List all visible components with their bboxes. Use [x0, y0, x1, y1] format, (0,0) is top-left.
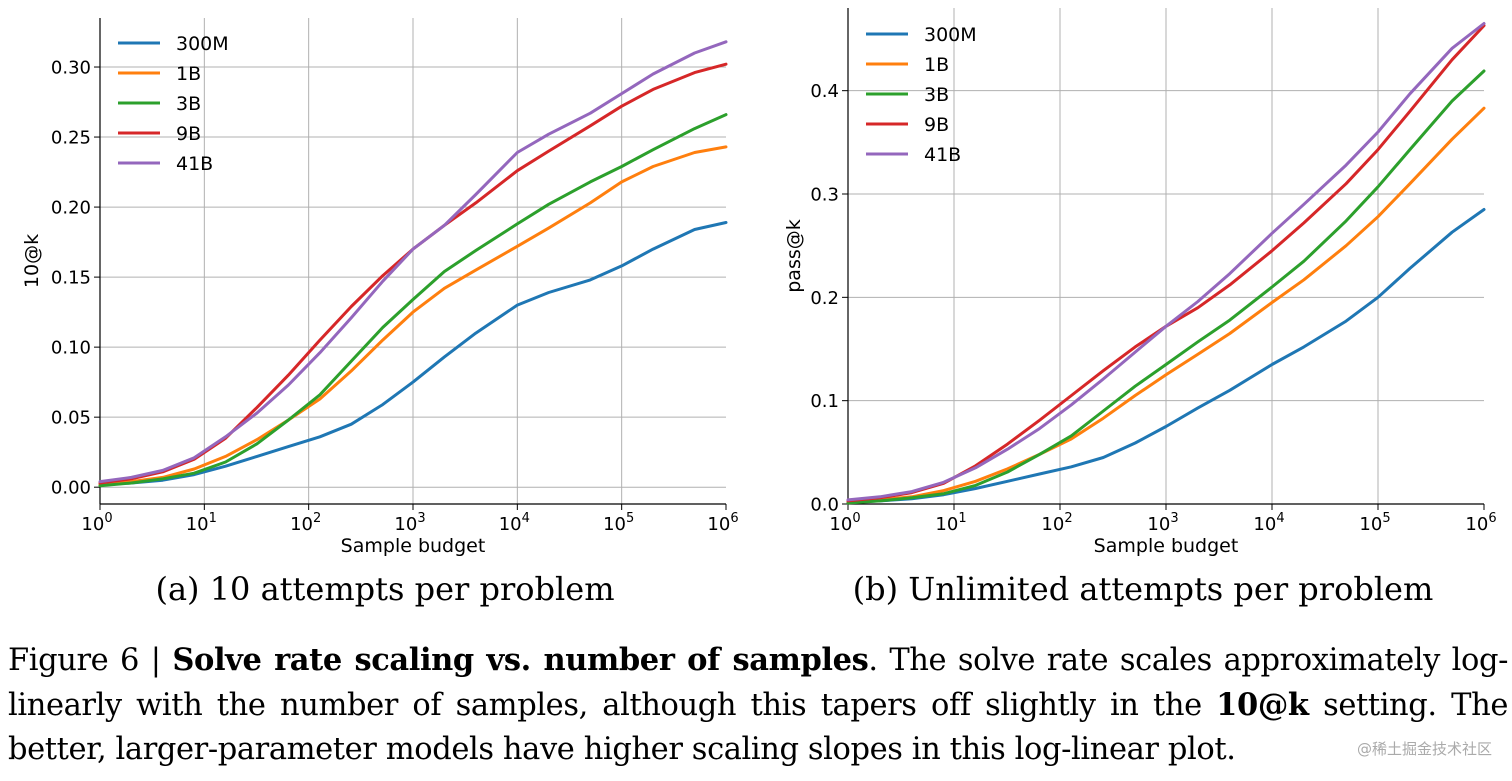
chart-b-x-tick-exponent: 5 — [1382, 511, 1390, 526]
chart-a-x-tick-exponent: 6 — [730, 511, 738, 526]
chart-a-x-tick-exponent: 4 — [522, 511, 530, 526]
chart-a-series-1b-line — [98, 145, 728, 486]
chart-b-subcaption: (b) Unlimited attempts per problem — [853, 570, 1434, 608]
chart-b-legend-label-300m: 300M — [924, 24, 977, 46]
chart-a-series-3b-line — [98, 113, 728, 488]
chart-b-y-tick-label: 0.2 — [810, 288, 839, 309]
chart-a-y-tick-label: 0.25 — [51, 128, 91, 149]
chart-b-group: 100 101 102 103 104 105 1060.00.10.20.30.4300M… — [783, 8, 1497, 608]
chart-a-subcaption: (a) 10 attempts per problem — [155, 570, 614, 608]
chart-a-series-41b-line — [98, 40, 728, 484]
chart-a-x-tick-label: 105 — [603, 511, 634, 535]
chart-b-x-tick-exponent: 2 — [1064, 511, 1072, 526]
caption-bold-title: Solve rate scaling vs. number of samples — [172, 642, 869, 678]
chart-a-x-tick-label: 102 — [290, 511, 321, 535]
chart-a-x-axis-label: Sample budget — [341, 535, 486, 557]
chart-a-y-axis-label: 10@k — [21, 234, 43, 288]
chart-b-x-tick-exponent: 4 — [1276, 511, 1284, 526]
chart-a-x-tick-exponent: 2 — [313, 511, 321, 526]
caption-bold-term: 10@k — [1216, 687, 1309, 723]
chart-a-x-tick-label: 106 — [707, 511, 738, 535]
chart-a-y-tick-label: 0.05 — [51, 408, 91, 429]
chart-b-series-3b-line — [846, 69, 1486, 505]
chart-a-group: 100 101 102 103 104 105 1060.000.050.100.150.2… — [21, 18, 739, 608]
chart-b-legend-label-1b: 1B — [924, 54, 949, 76]
chart-a-series-300m-line — [98, 221, 728, 486]
chart-b-x-axis-label: Sample budget — [1094, 535, 1239, 557]
chart-b-x-tick-label: 105 — [1359, 511, 1390, 535]
chart-a-x-tick-exponent: 0 — [104, 511, 112, 526]
chart-b-y-tick-label: 0.4 — [810, 81, 839, 102]
chart-b-y-axis-label: pass@k — [783, 219, 805, 293]
chart-a-legend-label-1b: 1B — [176, 63, 201, 85]
chart-a-x-tick-label: 101 — [186, 511, 217, 535]
chart-b-y-tick-label: 0.0 — [810, 495, 839, 516]
chart-b-x-tick-exponent: 3 — [1170, 511, 1178, 526]
chart-b-series-1b-line — [846, 106, 1486, 504]
chart-b-x-tick-exponent: 1 — [958, 511, 966, 526]
chart-b-x-tick-label: 103 — [1147, 511, 1178, 535]
chart-b-x-tick-label: 104 — [1253, 511, 1284, 535]
chart-a-x-tick-label: 104 — [499, 511, 530, 535]
chart-a-x-tick-label: 100 — [81, 511, 112, 535]
chart-b-x-tick-label: 106 — [1465, 511, 1496, 535]
chart-a-x-tick-exponent: 3 — [417, 511, 425, 526]
caption-text-1: . The solve rate scales approximately lo… — [8, 643, 1508, 723]
figure-charts: 100 101 102 103 104 105 1060.000.050.100.150.2… — [21, 8, 1497, 608]
chart-b-x-tick-label: 102 — [1041, 511, 1072, 535]
caption-text-2: setting. The better, larger-parameter mo… — [8, 688, 1508, 767]
chart-b-y-tick-label: 0.3 — [810, 185, 839, 206]
chart-b-x-tick-exponent: 6 — [1488, 511, 1496, 526]
watermark: @稀土掘金技术社区 — [1356, 740, 1492, 758]
chart-b-y-tick-label: 0.1 — [810, 391, 839, 412]
chart-b-x-tick-label: 101 — [935, 511, 966, 535]
chart-a-legend-label-9b: 9B — [176, 123, 201, 145]
chart-a-legend-label-3b: 3B — [176, 93, 201, 115]
caption-prefix: Figure 6 | — [8, 643, 173, 678]
chart-a-legend-label-300m: 300M — [176, 33, 229, 55]
chart-b-legend-label-9b: 9B — [924, 114, 949, 136]
chart-b-legend-label-3b: 3B — [924, 84, 949, 106]
chart-a-y-tick-label: 0.30 — [51, 58, 91, 79]
chart-a-x-tick-exponent: 5 — [626, 511, 634, 526]
chart-a-legend-label-41b: 41B — [176, 153, 213, 175]
chart-b-series-41b-line — [846, 22, 1486, 502]
chart-b-legend-label-41b: 41B — [924, 144, 961, 166]
chart-a-y-tick-label: 0.15 — [51, 268, 91, 289]
chart-a-x-tick-exponent: 1 — [209, 511, 217, 526]
chart-a-y-tick-label: 0.20 — [51, 198, 91, 219]
chart-a-x-tick-label: 103 — [394, 511, 425, 535]
figure-caption: Figure 6 | Solve rate scaling vs. number… — [8, 638, 1508, 772]
chart-b-x-tick-exponent: 0 — [852, 511, 860, 526]
chart-a-y-tick-label: 0.00 — [51, 478, 91, 499]
chart-a-y-tick-label: 0.10 — [51, 338, 91, 359]
